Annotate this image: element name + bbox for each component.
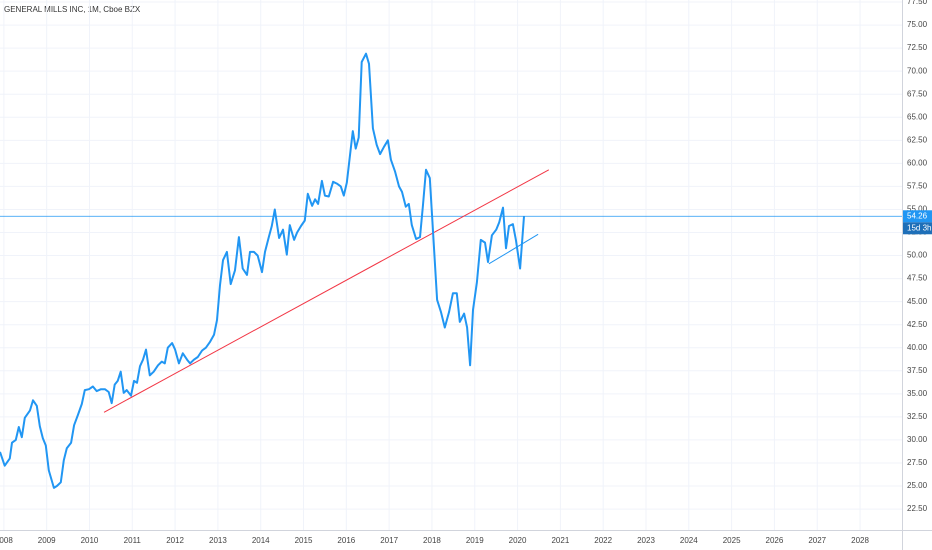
y-tick-label: 37.50 [907, 366, 928, 375]
y-tick-label: 57.50 [907, 182, 928, 191]
trend-line [488, 233, 539, 265]
y-tick-label: 70.00 [907, 66, 928, 75]
y-tick-label: 65.00 [907, 112, 928, 121]
x-tick-label: 2021 [551, 536, 569, 545]
y-tick-label: 30.00 [907, 435, 928, 444]
x-tick-label: 2024 [680, 536, 698, 545]
x-tick-label: 2019 [466, 536, 484, 545]
y-tick-label: 62.50 [907, 135, 928, 144]
x-tick-label: 2015 [295, 536, 313, 545]
price-label-box [903, 210, 932, 223]
y-tick-label: 72.50 [907, 43, 928, 52]
x-tick-label: 2025 [723, 536, 741, 545]
y-tick-label: 35.00 [907, 389, 928, 398]
y-tick-label: 42.50 [907, 320, 928, 329]
y-tick-label: 50.00 [907, 251, 928, 260]
x-tick-label: 2018 [423, 536, 441, 545]
x-tick-label: 2011 [124, 536, 142, 545]
y-tick-label: 22.50 [907, 504, 928, 513]
y-tick-label: 25.00 [907, 481, 928, 490]
y-tick-label: 40.00 [907, 343, 928, 352]
x-tick-label: 2008 [0, 536, 13, 545]
price-line [0, 52, 525, 489]
x-tick-label: 2016 [337, 536, 355, 545]
grid [0, 0, 902, 530]
y-tick-label: 45.00 [907, 297, 928, 306]
price-label: 54.26 [907, 211, 928, 220]
y-tick-label: 60.00 [907, 158, 928, 167]
x-tick-label: 2009 [38, 536, 56, 545]
y-tick-label: 75.00 [907, 20, 928, 29]
x-tick-label: 2012 [166, 536, 184, 545]
x-tick-label: 2026 [766, 536, 784, 545]
x-tick-label: 2017 [380, 536, 398, 545]
y-tick-label: 55.00 [907, 205, 928, 214]
countdown-label: 15d 3h [907, 223, 931, 232]
x-tick-label: 2022 [594, 536, 612, 545]
y-tick-label: 47.50 [907, 274, 928, 283]
y-tick-label: 32.50 [907, 412, 928, 421]
x-tick-label: 2014 [252, 536, 270, 545]
x-tick-label: 2027 [808, 536, 826, 545]
y-tick-label: 67.50 [907, 89, 928, 98]
chart-title: GENERAL MILLS INC, 1M, Cboe BZX [4, 5, 141, 14]
trend-line [103, 169, 550, 413]
x-tick-label: 2013 [209, 536, 227, 545]
y-tick-label: 27.50 [907, 458, 928, 467]
y-tick-label: 77.50 [907, 0, 928, 6]
x-tick-label: 2028 [851, 536, 869, 545]
x-tick-label: 2023 [637, 536, 655, 545]
countdown-box [903, 222, 932, 235]
x-tick-label: 2020 [509, 536, 527, 545]
x-tick-label: 2010 [81, 536, 99, 545]
